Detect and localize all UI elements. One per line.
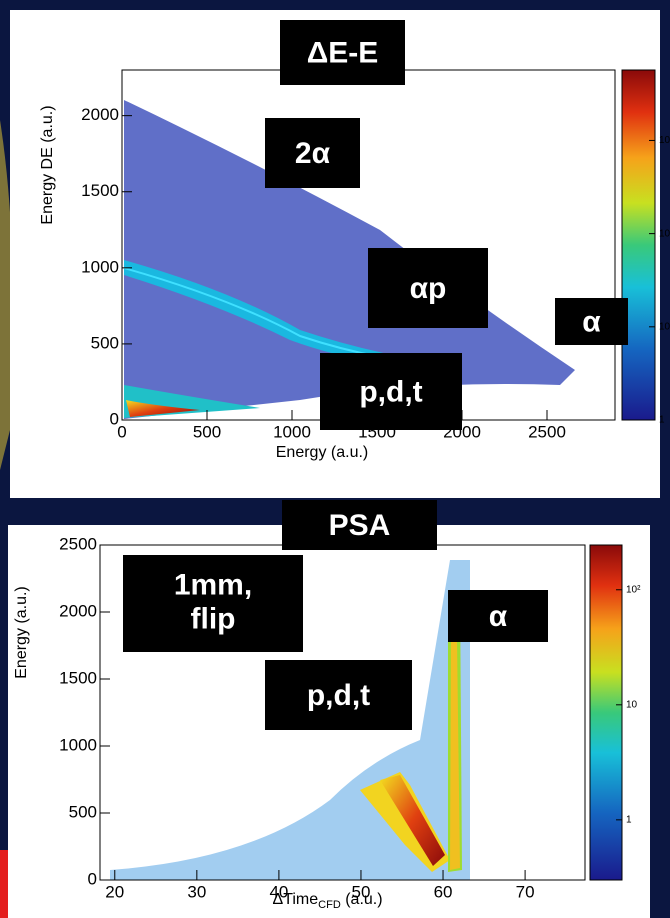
annotation-box (265, 118, 360, 188)
annotation: α (582, 305, 601, 338)
axes: 0 500 1000 1500 2000 25000500100015002000Ener… (13, 20, 670, 911)
colorbar-tick-label: 10 (659, 321, 670, 332)
y-axis-label: Energy (a.u.) (13, 586, 30, 678)
annotation-box (265, 660, 412, 730)
colorbar-tick-label: 1 (659, 415, 665, 426)
annotation: p,d,t (359, 375, 422, 408)
annotation-box (320, 353, 462, 430)
y-tick-label: 1500 (59, 668, 97, 687)
annotation: PSA (329, 509, 391, 542)
colorbar (621, 69, 656, 421)
x-tick-label: 0 (117, 422, 126, 441)
y-tick-label: 500 (91, 333, 119, 352)
colorbar-tick-label: 10² (626, 584, 641, 595)
annotation: ΔE-E (307, 36, 379, 69)
colorbar-tick-label: 10 (626, 699, 638, 710)
y-tick-label: 1500 (81, 181, 119, 200)
x-tick-label: 70 (516, 882, 535, 901)
density-top (123, 100, 575, 419)
colorbar (589, 544, 623, 881)
annotation: 1mm, (174, 568, 252, 601)
x-tick-label: 40 (269, 882, 288, 901)
annotation: αp (410, 272, 447, 305)
x-tick-label: 20 (105, 882, 124, 901)
annotation-box (123, 555, 303, 652)
y-tick-label: 500 (69, 802, 97, 821)
colorbar-tick-label: 10³ (659, 135, 670, 146)
annotation-box (282, 500, 437, 550)
x-tick-label: 60 (434, 882, 453, 901)
annotation: α (489, 600, 508, 633)
y-tick-label: 2500 (59, 534, 97, 553)
x-tick-label: 30 (187, 882, 206, 901)
x-axis-label: ΔTimeCFD (a.u.) (273, 891, 383, 911)
annotation: p,d,t (307, 679, 370, 712)
annotation-box (555, 298, 628, 345)
colorbar-tick-label: 1 (626, 814, 632, 825)
y-tick-label: 1000 (59, 735, 97, 754)
annotation-box (368, 248, 488, 328)
y-axis-label: Energy DE (a.u.) (39, 105, 56, 224)
density-bottom (110, 560, 470, 880)
y-tick-label: 0 (88, 869, 97, 888)
y-tick-label: 2000 (59, 601, 97, 620)
x-axis-label: Energy (a.u.) (276, 444, 368, 461)
annotation-box (280, 20, 405, 85)
x-tick-label: 1000 (273, 422, 311, 441)
x-axis-label-part: ΔTime (273, 891, 319, 908)
x-axis-label-part: CFD (318, 899, 341, 911)
x-axis-label-part: (a.u.) (341, 891, 383, 908)
annotation: 2α (295, 137, 331, 170)
y-tick-label: 0 (110, 409, 119, 428)
x-tick-label: 500 (193, 422, 221, 441)
y-tick-label: 2000 (81, 105, 119, 124)
annotation-box (448, 590, 548, 642)
y-tick-label: 1000 (81, 257, 119, 276)
x-tick-label: 50 (352, 882, 371, 901)
colorbar-tick-label: 10² (659, 228, 670, 239)
annotation: flip (191, 602, 236, 635)
x-tick-label: 2500 (528, 422, 566, 441)
